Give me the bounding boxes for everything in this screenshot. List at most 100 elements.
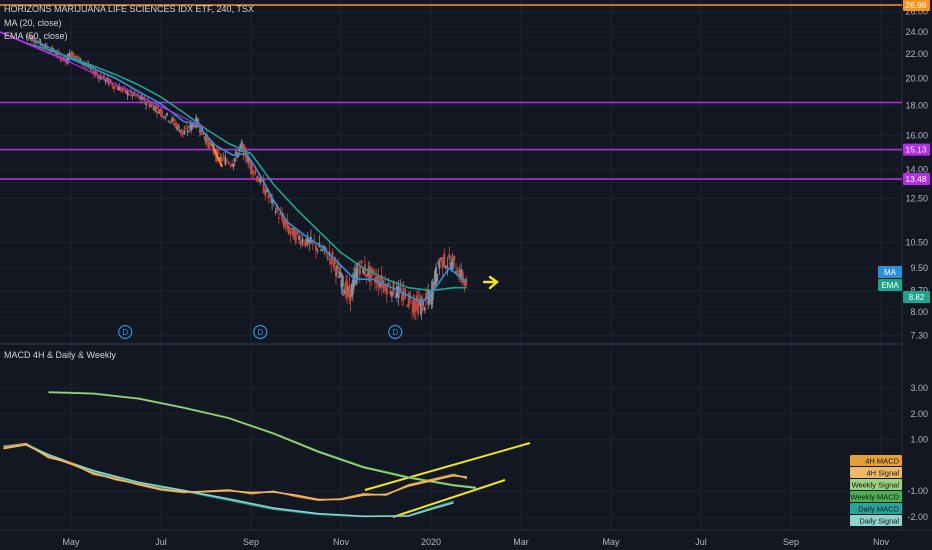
price-candle-body [207,138,210,149]
price-candle-body [420,300,423,314]
price-candle-body [274,211,277,213]
macd-legend-tag [850,515,902,526]
price-candle-body [121,87,124,91]
price-candle-body [185,127,188,129]
moving-averages [25,35,468,304]
price-tick-label: 26.00 [905,7,928,17]
price-candle-body [389,290,392,294]
symbol-title: HORIZONS MARIJUANA LIFE SCIENCES IDX ETF… [4,4,254,14]
dividend-marker [118,324,133,340]
price-candle-body [441,257,444,268]
price-candle-body [134,95,137,97]
price-tick-label: 8.70 [910,286,928,296]
level-price-tag-label: 13.48 [905,174,927,184]
price-candle-body [29,35,32,38]
price-candle-body [181,132,184,134]
price-candle-body [342,290,345,292]
user-drawings [0,31,531,518]
price-candle-body [244,150,247,159]
price-candle-body [174,123,177,127]
trendline-yellow-upper [364,442,531,491]
price-candle-body [330,257,333,265]
price-candle-body [384,283,387,292]
price-candle-body [298,235,301,240]
ema-legend[interactable]: EMA (50, close) [4,31,68,41]
price-candle-body [219,156,222,161]
macd-pane [3,391,477,518]
price-candle-body [151,104,154,106]
macd-legend-tag [850,455,902,466]
price-candle-body [247,157,250,163]
price-candle-body [264,189,267,196]
price-candle-body [417,298,420,314]
price-candle-body [316,249,319,251]
price-candle-body [351,279,354,295]
price-candle-body [150,105,153,107]
dividend-markers: DDDD [118,324,403,340]
price-candle-body [432,285,435,289]
price-candle-body [250,163,253,174]
price-candle-body [401,292,404,301]
price-candle-body [293,227,296,240]
price-candle-body [444,266,447,269]
price-label-tag [878,279,902,291]
ma-legend[interactable]: MA (20, close) [4,18,62,28]
price-candle-body [224,157,227,165]
price-candle-body [170,118,173,122]
price-candle-body [188,125,191,129]
price-candle-body [190,123,193,131]
price-candle-body [358,266,361,275]
price-candle-body [101,77,104,80]
price-candle-body [231,163,234,167]
price-candle-body [320,249,323,251]
price-candle-body [262,179,265,194]
price-candle-body [281,213,284,221]
price-candle-body [164,117,167,119]
price-candle-body [336,265,339,269]
price-candle-body [390,291,393,297]
price-candle-body [136,93,139,95]
trendline-orange [211,143,223,168]
price-candle-body [449,262,452,270]
price-candle-body [69,54,72,58]
time-tick-label: Jul [155,537,167,547]
price-candle-body [438,261,441,269]
price-candle-body [240,144,243,148]
macd-series-line [48,391,477,489]
price-candle-body [458,269,461,280]
price-candle-body [143,96,146,103]
price-candle-body [323,246,326,250]
price-axis[interactable]: 26.00 24.00 22.00 20.00 18.00 16.00 14.00 12.50… [905,7,928,522]
price-tick-label: 10.50 [905,238,928,248]
price-candle-body [178,130,181,132]
price-candle-body [349,290,352,301]
price-candle-body [301,238,304,243]
price-candle-body [183,130,186,135]
price-candle-body [394,296,397,298]
price-candle-body [424,293,427,299]
price-candle-body [463,279,466,286]
price-candle-body [148,103,151,108]
price-label-tag [903,291,930,303]
time-tick-label: Sep [243,537,259,547]
price-candle-body [348,285,351,298]
price-candle-body [222,156,225,158]
price-candle-body [426,298,429,300]
price-candle-body [415,295,418,302]
price-candle-body [205,134,208,143]
price-candle-body [407,292,410,308]
macd-legend-tag [850,479,902,490]
macd-tick-label: 3.00 [910,383,928,393]
price-candle-body [430,289,433,305]
price-candle-body [116,87,119,90]
macd-title[interactable]: MACD 4H & Daily & Weekly [4,350,116,360]
level-price-tag-label: 15.13 [905,145,927,155]
price-candle-body [347,288,350,292]
price-candle-body [96,73,99,76]
price-candle-body [239,144,242,149]
price-candle-body [308,239,311,243]
price-candle-body [346,281,349,295]
time-axis[interactable]: May Jul Sep Nov 2020 Mar May Jul Sep Nov [62,537,889,547]
